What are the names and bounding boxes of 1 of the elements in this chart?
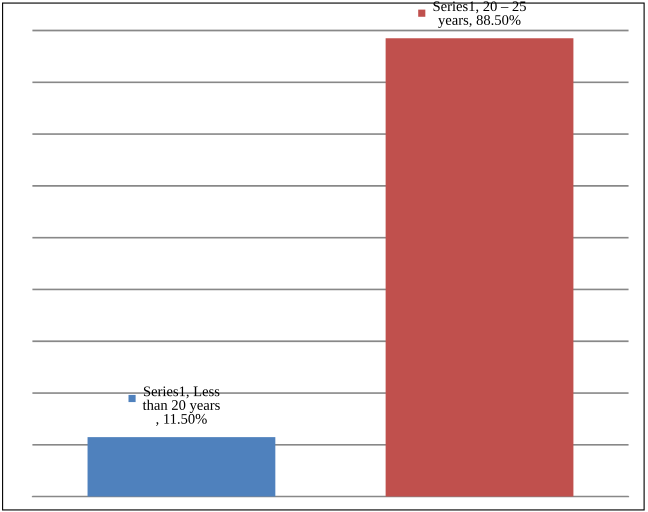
data-label: Series1, Less than 20 years , 11.50% <box>142 386 220 426</box>
